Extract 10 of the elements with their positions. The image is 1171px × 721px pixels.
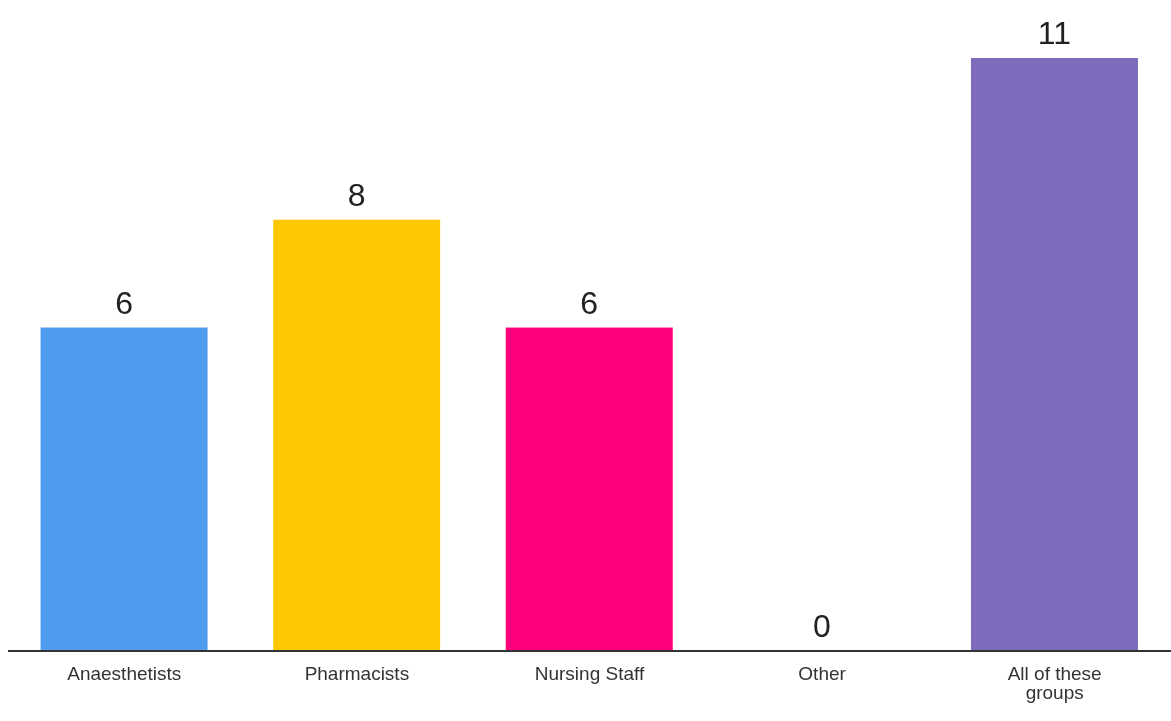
- data-label: 8: [347, 176, 366, 213]
- x-tick-label: Anaesthetists: [67, 663, 182, 685]
- x-tick-label: Pharmacists: [304, 663, 410, 685]
- data-label: 6: [580, 284, 599, 321]
- data-label: 11: [1037, 15, 1072, 51]
- x-tick-label: Other: [798, 663, 847, 685]
- data-label: 0: [812, 608, 831, 644]
- data-label: 6: [115, 284, 133, 321]
- x-tick-label: All of these groups: [1007, 663, 1102, 704]
- x-tick-label: Nursing Staff: [534, 663, 645, 685]
